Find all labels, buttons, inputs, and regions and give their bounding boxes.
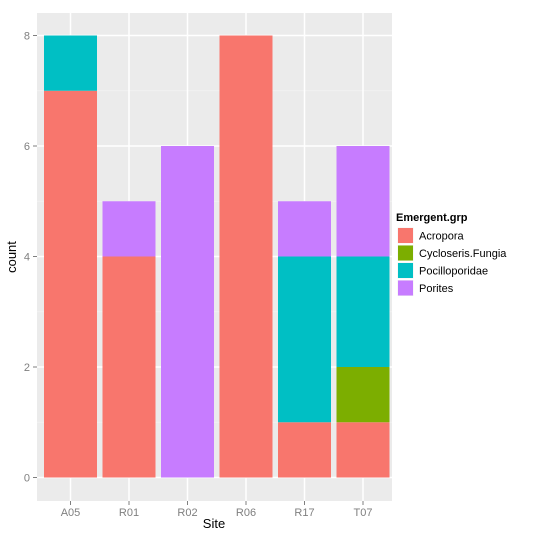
legend: Emergent.grp Acropora Cycloseris.Fungia Po…	[396, 212, 507, 297]
x-tick-label: A05	[61, 507, 81, 519]
bar-segment	[102, 201, 156, 257]
x-tick-label: T07	[354, 507, 373, 519]
bar-segment	[336, 146, 390, 257]
y-tick-label: 4	[24, 252, 30, 264]
legend-swatch	[398, 245, 413, 261]
y-tick-label: 2	[24, 362, 30, 374]
bar-segment	[44, 35, 97, 91]
bar-segment	[336, 256, 390, 367]
legend-title: Emergent.grp	[396, 212, 468, 224]
y-axis: 0 2 4 6 8	[24, 31, 37, 485]
bar-segment	[219, 35, 273, 478]
legend-swatch	[398, 228, 413, 243]
bar-segment	[336, 422, 390, 478]
legend-label: Porites	[419, 283, 454, 295]
x-tick-label: R01	[119, 507, 139, 519]
legend-swatch	[398, 280, 413, 296]
y-tick-label: 0	[24, 473, 30, 485]
x-tick-label: R17	[294, 507, 314, 519]
bar-segment	[278, 201, 331, 257]
x-axis-title: Site	[203, 516, 225, 531]
bar-segment	[278, 256, 331, 423]
bar-segment	[161, 146, 214, 478]
bar-segment	[44, 90, 97, 478]
x-tick-label: R02	[177, 507, 197, 519]
x-axis: A05 R01 R02 R06 R17 T07	[61, 501, 373, 519]
legend-label: Acropora	[419, 231, 465, 243]
y-tick-label: 8	[24, 31, 30, 43]
y-axis-title: count	[4, 241, 19, 273]
bar-segment	[102, 256, 156, 478]
legend-label: Pocilloporidae	[419, 266, 488, 278]
legend-swatch	[398, 263, 413, 278]
y-tick-label: 6	[24, 141, 30, 153]
bars	[44, 35, 390, 478]
bar-segment	[336, 367, 390, 423]
x-tick-label: R06	[236, 507, 256, 519]
bar-segment	[278, 422, 331, 478]
legend-label: Cycloseris.Fungia	[419, 248, 507, 260]
